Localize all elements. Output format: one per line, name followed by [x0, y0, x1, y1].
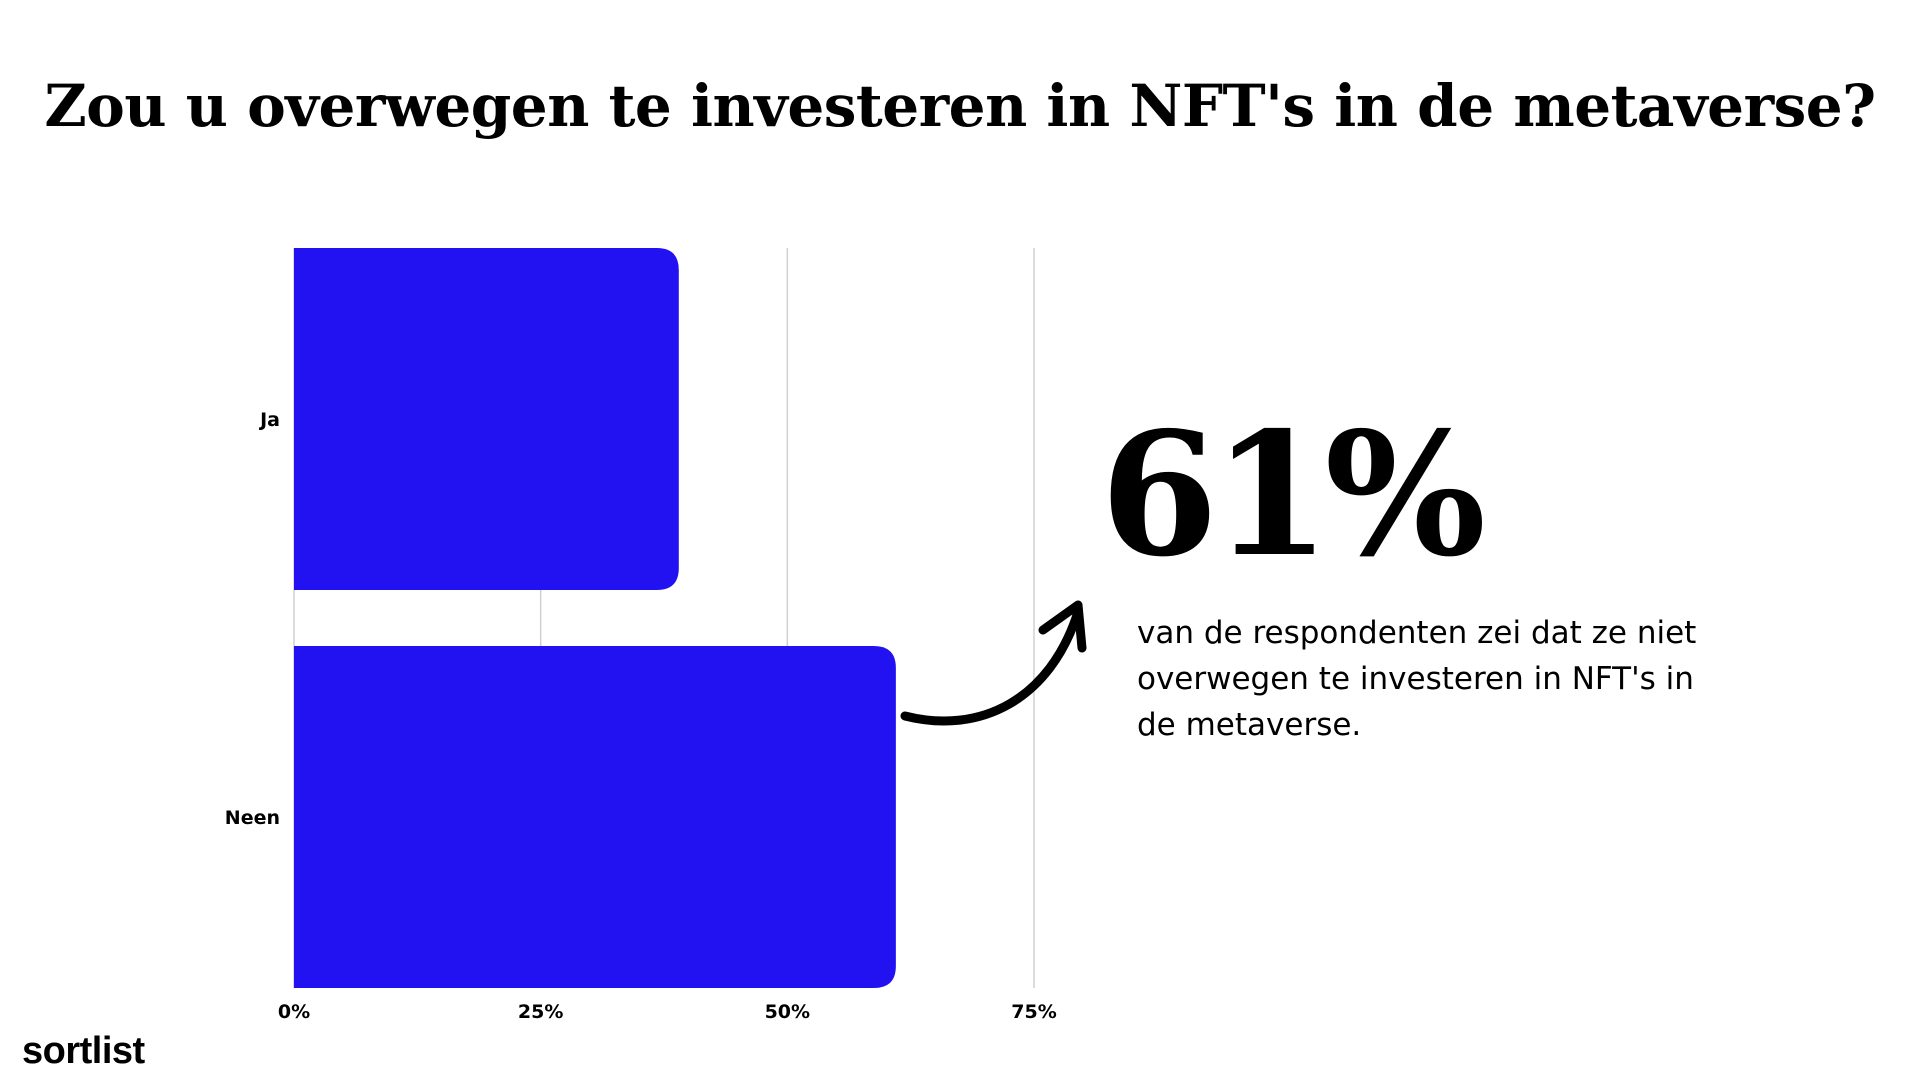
bar-ja: [294, 248, 679, 590]
category-labels: Ja Neen: [225, 409, 280, 829]
highlight-value: 61%: [1100, 395, 1486, 595]
category-label-ja: Ja: [258, 409, 280, 431]
highlight-description: van de respondenten zei dat ze niet over…: [1137, 615, 1697, 743]
bar-neen: [294, 646, 896, 988]
x-axis-ticks: 0% 25% 50% 75%: [278, 1001, 1057, 1023]
bars: [294, 248, 896, 988]
category-label-neen: Neen: [225, 807, 280, 829]
x-tick-label: 50%: [765, 1001, 810, 1023]
chart-title: Zou u overwegen te investeren in NFT's i…: [44, 72, 1876, 140]
x-tick-label: 75%: [1011, 1001, 1056, 1023]
x-tick-label: 0%: [278, 1001, 310, 1023]
sortlist-logo: sortlist: [22, 1030, 145, 1072]
x-tick-label: 25%: [518, 1001, 563, 1023]
